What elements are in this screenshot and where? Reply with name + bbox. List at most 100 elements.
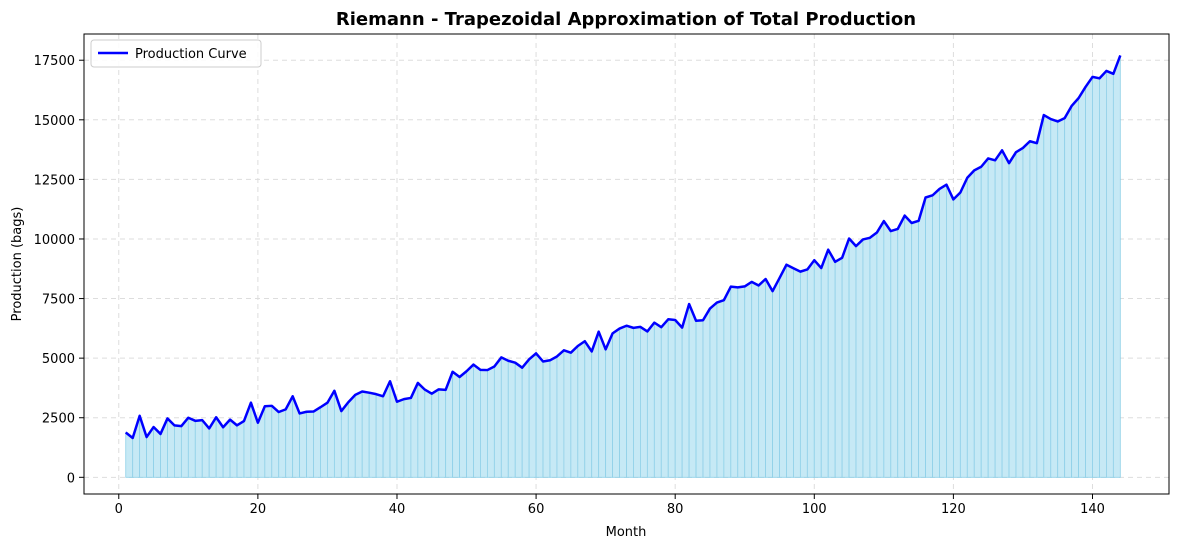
y-tick-label: 17500: [34, 54, 75, 69]
trapezoid: [368, 392, 377, 478]
trapezoid: [521, 358, 530, 478]
trapezoid: [278, 408, 287, 478]
line-layer: [124, 55, 1122, 440]
trapezoid: [194, 419, 203, 478]
trapezoid: [174, 424, 182, 478]
trapezoid: [1106, 70, 1114, 478]
trapezoid: [946, 184, 954, 478]
trapezoid: [987, 157, 996, 478]
trapezoid: [480, 369, 488, 478]
trapezoid: [1071, 97, 1079, 478]
trapezoid: [354, 390, 363, 478]
x-tick-label: 60: [528, 502, 545, 517]
trapezoid: [799, 268, 808, 478]
trapezoid: [911, 220, 920, 478]
trapezoid: [556, 349, 565, 478]
trapezoid: [598, 331, 607, 478]
trapezoid: [264, 405, 273, 478]
x-tick-label: 80: [667, 502, 684, 517]
trapezoid: [486, 365, 495, 478]
trapezoid: [299, 411, 307, 478]
trapezoid: [535, 352, 544, 478]
trapezoid: [876, 219, 885, 478]
trapezoid: [959, 177, 968, 478]
x-tick-label: 120: [941, 502, 966, 517]
trapezoid: [688, 303, 697, 478]
chart-title: Riemann - Trapezoidal Approximation of T…: [336, 9, 916, 30]
trapezoid: [431, 388, 440, 478]
trapezoid: [528, 352, 537, 478]
trapezoid: [779, 264, 787, 478]
trapezoid: [660, 318, 669, 478]
trapezoid: [619, 325, 627, 478]
y-tick-label: 0: [67, 471, 75, 486]
trapezoid: [723, 286, 732, 478]
trapezoid: [584, 339, 593, 478]
trapezoid: [667, 318, 676, 478]
trapezoid: [806, 258, 815, 478]
trapezoid: [1008, 150, 1017, 478]
trapezoid: [1029, 140, 1038, 478]
y-tick-label: 7500: [42, 293, 75, 308]
trapezoid: [966, 169, 975, 478]
trapezoid: [737, 285, 746, 478]
legend: Production Curve: [90, 39, 262, 68]
trapezoid: [1057, 117, 1066, 478]
x-tick-label: 100: [802, 502, 827, 517]
trapezoid: [793, 267, 801, 478]
trapezoid: [466, 363, 474, 478]
legend-label: Production Curve: [135, 47, 247, 62]
trapezoid: [1112, 55, 1121, 478]
trapezoid: [681, 303, 690, 478]
trapezoid: [834, 257, 843, 478]
x-tick-label: 140: [1080, 502, 1105, 517]
trapezoid: [563, 349, 572, 478]
trapezoid: [549, 355, 558, 478]
trapezoid: [925, 194, 933, 478]
plot-frame: [83, 33, 1170, 495]
trapezoid: [313, 406, 321, 478]
trapezoid: [1092, 76, 1100, 478]
trapezoid: [403, 397, 412, 478]
y-tick-label: 12500: [34, 173, 75, 188]
production-curve-line: [124, 55, 1122, 440]
trapezoid: [841, 238, 850, 478]
trapezoid: [855, 238, 864, 478]
trapezoid: [751, 281, 760, 478]
trapezoid: [1043, 114, 1052, 478]
trapezoid: [306, 411, 314, 478]
trapezoid: [640, 326, 648, 478]
trapezoid: [361, 391, 370, 478]
trapezoid: [591, 331, 600, 478]
trapezoid: [653, 321, 662, 478]
trapezoid: [813, 259, 822, 478]
trapezoid: [772, 277, 780, 478]
trapezoid: [570, 345, 579, 478]
trapezoid: [674, 318, 683, 478]
trapezoid: [918, 197, 926, 478]
trapezoid: [820, 249, 829, 478]
trapezoid: [786, 264, 794, 478]
trapezoid: [897, 215, 906, 478]
trapezoid: [514, 361, 523, 478]
trapezoid: [542, 359, 551, 478]
trapezoid: [932, 188, 940, 478]
x-tick-label: 20: [250, 502, 267, 517]
trapezoid: [1036, 114, 1045, 478]
trapezoid: [577, 340, 586, 478]
trapezoid: [952, 191, 961, 478]
x-axis-label: Month: [606, 525, 647, 540]
trapezoid: [417, 381, 426, 478]
trapezoid: [848, 237, 857, 478]
trapezoid: [605, 333, 613, 478]
trapezoid: [473, 363, 481, 478]
trapezoid: [765, 277, 773, 478]
trapezoid: [862, 237, 871, 478]
trapezoid: [869, 231, 878, 478]
legend-box: [90, 39, 262, 68]
trapezoid: [939, 183, 947, 478]
trapezoid: [236, 420, 245, 478]
trapezoid: [271, 404, 280, 478]
trapezoid: [340, 401, 349, 478]
trapezoid: [626, 325, 634, 478]
